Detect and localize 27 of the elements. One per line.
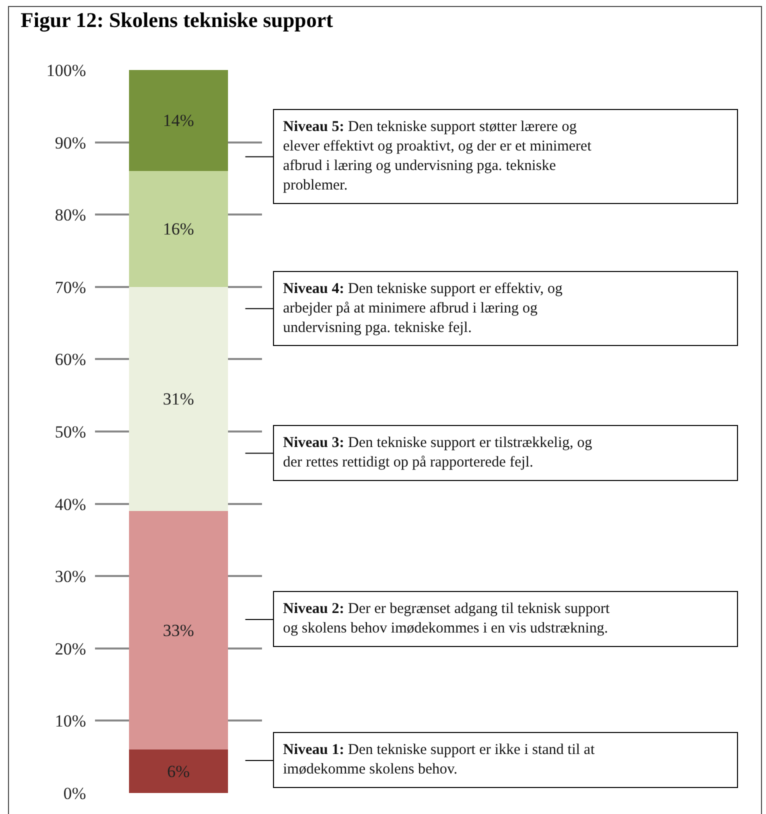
- y-tick-label: 70%: [54, 278, 86, 297]
- y-tick-label: 50%: [54, 422, 86, 442]
- text: Niveau 4: Den tekniske support er effektiv, og arbejder på at minimere afbrud i læring og undervisning pga. tekniske fejl.: [283, 281, 564, 336]
- text: Niveau 2: Der er begrænset adgang til teknisk support og skolens behov imødekommes i en vis udstrækning.: [283, 601, 610, 636]
- y-tick-label: 30%: [54, 567, 86, 586]
- data-label: 33%: [162, 620, 194, 640]
- y-tick-label: 20%: [54, 639, 86, 658]
- y-tick-label: 60%: [54, 350, 86, 370]
- bar: [129, 70, 228, 172]
- bar: [129, 750, 228, 793]
- data-label: 14%: [162, 111, 194, 130]
- y-tick-label: 10%: [54, 712, 86, 731]
- y-tick-label: 100%: [46, 60, 86, 80]
- y-tick-label: 80%: [54, 206, 86, 225]
- text: Niveau 1: Den tekniske support er ikke i stand til at imødekomme skolens behov.: [283, 742, 596, 778]
- y-tick-label: 40%: [54, 494, 86, 514]
- y-tick-label: 0%: [63, 784, 86, 803]
- chart-title: Figur 12: Skolens tekniske support: [20, 8, 334, 32]
- bar: [129, 286, 228, 512]
- data-label: 6%: [167, 762, 190, 781]
- y-tick-label: 90%: [54, 133, 86, 152]
- bar: [129, 171, 228, 287]
- text: Niveau 3: Den tekniske support er tilstrækkelig, og der rettes rettidigt op på rapporterede fejl.: [283, 435, 593, 470]
- text: Niveau 5: Den tekniske support støtter lærere og elever effektivt og proaktivt, og der er et minimeret afbrud i læring og undervisning pga. tekniske problemer.: [283, 119, 592, 194]
- data-label: 16%: [162, 220, 194, 239]
- data-label: 31%: [162, 389, 194, 408]
- bar: [129, 511, 228, 750]
